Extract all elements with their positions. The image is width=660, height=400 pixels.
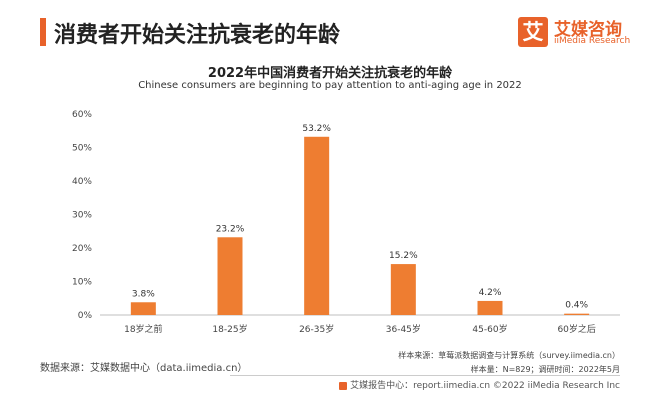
report-center-icon [339, 381, 348, 390]
data-label: 15.2% [389, 251, 418, 261]
x-tick-label: 26-35岁 [299, 323, 334, 335]
data-source: 数据来源：艾媒数据中心（data.iimedia.cn） [40, 363, 248, 374]
x-tick-label: 18-25岁 [212, 323, 247, 335]
chart-title: 2022年中国消费者开始关注抗衰老的年龄 [207, 66, 453, 81]
data-label: 4.2% [479, 288, 502, 298]
chart-subtitle: Chinese consumers are beginning to pay a… [138, 80, 522, 91]
y-tick-label: 50% [72, 144, 92, 154]
data-label: 53.2% [302, 124, 331, 134]
sample-source: 样本来源：草莓派数据调查与计算系统（survey.iimedia.cn） [398, 351, 620, 360]
y-tick-label: 10% [72, 278, 92, 288]
bar [564, 313, 590, 315]
page-title: 消费者开始关注抗衰老的年龄 [54, 23, 341, 48]
y-tick-label: 30% [72, 211, 92, 221]
brand-logo: 艾 艾媒咨询 iiMedia Research [518, 15, 643, 51]
data-label: 0.4% [565, 301, 588, 311]
bar [477, 300, 503, 315]
logo-mark-icon: 艾 [518, 17, 548, 47]
x-tick-label: 60岁之后 [557, 323, 595, 335]
bar [130, 302, 156, 315]
sample-size: 样本量：N=829；调研时间：2022年5月 [470, 365, 620, 374]
data-label: 3.8% [132, 289, 155, 299]
bar [217, 237, 243, 315]
logo-name-cn: 艾媒咨询 [554, 20, 622, 40]
x-tick-label: 45-60岁 [472, 323, 507, 335]
bar [390, 264, 416, 315]
x-tick-label: 18岁之前 [124, 323, 162, 335]
y-tick-label: 60% [72, 110, 92, 120]
copyright: 艾媒报告中心：report.iimedia.cn ©2022 iiMedia R… [339, 378, 620, 391]
logo-name-en: iiMedia Research [554, 36, 631, 46]
data-label: 23.2% [216, 224, 245, 234]
footer-divider [230, 375, 620, 376]
copyright-text: 艾媒报告中心：report.iimedia.cn ©2022 iiMedia R… [350, 381, 620, 391]
title-accent-bar [40, 18, 46, 46]
y-tick-label: 0% [78, 311, 93, 321]
bar [304, 136, 330, 315]
y-tick-label: 20% [72, 244, 92, 254]
y-tick-label: 40% [72, 177, 92, 187]
x-tick-label: 36-45岁 [386, 323, 421, 335]
